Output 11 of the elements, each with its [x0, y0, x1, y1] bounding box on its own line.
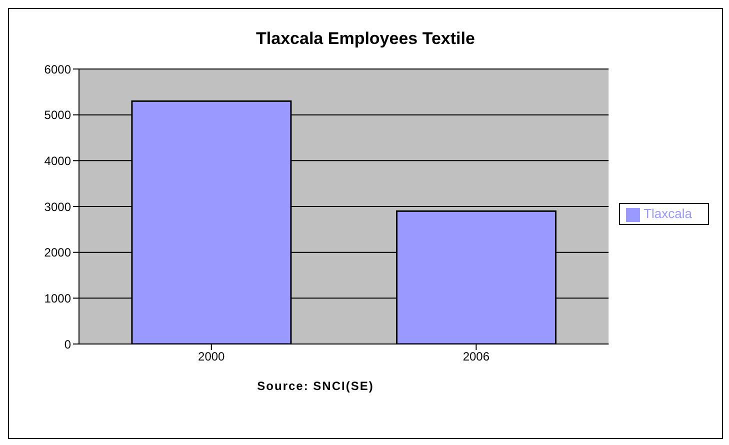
- source-note: Source: SNCI(SE): [256, 379, 375, 393]
- y-tick-label: 1000: [44, 291, 72, 306]
- y-tick-label: 6000: [44, 62, 72, 76]
- x-tick-label: 2006: [462, 350, 490, 364]
- y-tick-label: 4000: [44, 154, 72, 168]
- chart-title: Tlaxcala Employees Textile: [255, 29, 476, 49]
- y-tick-label: 5000: [44, 108, 72, 122]
- legend-label: Tlaxcala: [644, 206, 692, 222]
- y-tick-label: 0: [64, 337, 72, 352]
- y-tick-label: 3000: [44, 200, 72, 214]
- y-tick-label: 2000: [44, 246, 72, 260]
